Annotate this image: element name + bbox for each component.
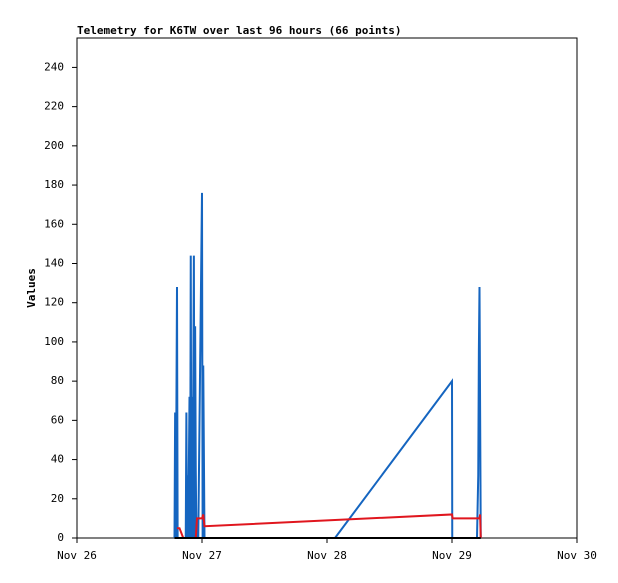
y-tick-label: 160 — [44, 217, 64, 230]
x-tick-label: Nov 27 — [182, 549, 222, 562]
y-tick-label: 40 — [51, 453, 64, 466]
y-tick-label: 100 — [44, 335, 64, 348]
y-tick-label: 220 — [44, 100, 64, 113]
x-tick-label: Nov 29 — [432, 549, 472, 562]
x-tick-label: Nov 26 — [57, 549, 97, 562]
y-tick-label: 0 — [57, 531, 64, 544]
y-tick-label: 180 — [44, 178, 64, 191]
chart-title: Telemetry for K6TW over last 96 hours (6… — [77, 24, 402, 37]
y-tick-label: 60 — [51, 413, 64, 426]
y-tick-label: 240 — [44, 60, 64, 73]
y-axis-label: Values — [25, 268, 38, 308]
x-tick-label: Nov 30 — [557, 549, 597, 562]
x-tick-label: Nov 28 — [307, 549, 347, 562]
y-tick-label: 20 — [51, 492, 64, 505]
plot-frame — [76, 37, 578, 539]
series-line — [173, 192, 482, 539]
y-tick-label: 200 — [44, 139, 64, 152]
series-line — [177, 513, 482, 539]
y-tick-label: 80 — [51, 374, 64, 387]
y-tick-label: 140 — [44, 256, 64, 269]
y-tick-label: 120 — [44, 296, 64, 309]
